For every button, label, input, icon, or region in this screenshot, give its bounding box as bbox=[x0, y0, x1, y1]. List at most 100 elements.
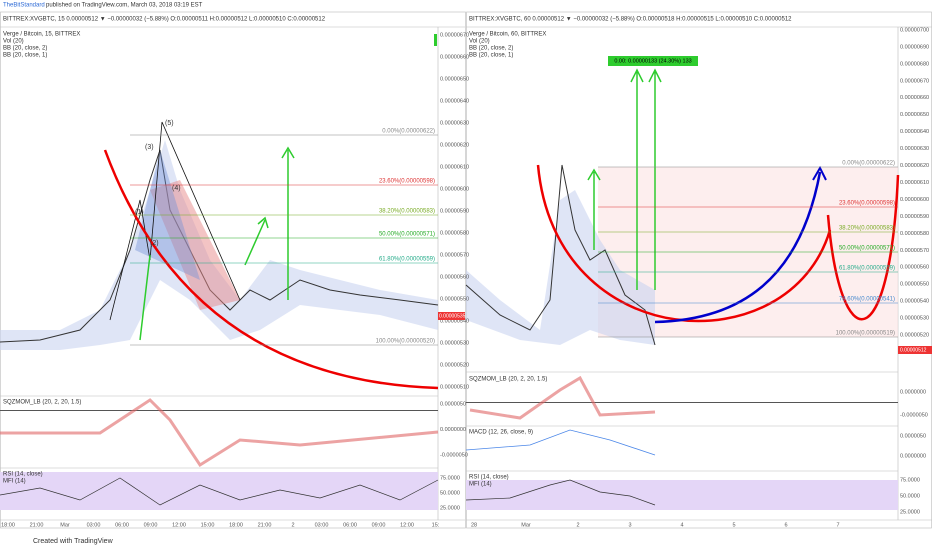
macd-label: 0.0000050 bbox=[900, 433, 926, 439]
price-label: 0.00000680 bbox=[900, 61, 929, 67]
price-label: 0.00000520 bbox=[900, 333, 929, 339]
time-label: 7 bbox=[836, 522, 839, 528]
fib-label: 61.80%(0.00000559) bbox=[839, 266, 895, 272]
wave-label: (1) bbox=[135, 209, 144, 216]
fib-label: 0.00%(0.00000622) bbox=[842, 161, 895, 167]
time-label: 21:00 bbox=[258, 522, 272, 528]
legend: Vol (20) bbox=[469, 39, 490, 45]
price-label: 0.00000550 bbox=[440, 296, 469, 302]
price-label: 0.00000690 bbox=[900, 44, 929, 50]
price-label: 0.00000560 bbox=[440, 274, 469, 280]
sqz-label: -0.0000050 bbox=[900, 412, 928, 418]
time-label: Mar bbox=[60, 522, 70, 528]
fib-label: 61.80%(0.00000559) bbox=[379, 257, 435, 263]
rsi-label: 50.0000 bbox=[900, 493, 920, 499]
price-label: 0.00000700 bbox=[900, 27, 929, 33]
price-label: 0.00000620 bbox=[440, 142, 469, 148]
rsi-legend: MFI (14) bbox=[469, 482, 492, 488]
price-label: 0.00000630 bbox=[440, 120, 469, 126]
fib-label: 100.00%(0.00000519) bbox=[836, 331, 895, 337]
rsi-legend: RSI (14, close) bbox=[3, 472, 43, 478]
price-label: 0.00000610 bbox=[440, 164, 469, 170]
time-label: 18:00 bbox=[229, 522, 243, 528]
rsi-label: 75.0000 bbox=[900, 477, 920, 483]
sqz-legend: SQZMOM_LB (20, 2, 20, 1.5) bbox=[3, 400, 81, 406]
price-label: 0.00000530 bbox=[900, 316, 929, 322]
header-text: published on TradingView.com, March 03, … bbox=[46, 3, 203, 9]
price-label: 0.00000650 bbox=[440, 76, 469, 82]
fib-label: 50.00%(0.00000571) bbox=[379, 232, 435, 238]
price-label: 0.00000610 bbox=[900, 180, 929, 186]
time-label: 12:00 bbox=[400, 522, 414, 528]
rsi-label: 75.0000 bbox=[440, 475, 460, 481]
wave-label: (2) bbox=[150, 240, 159, 247]
price-label: 0.00000600 bbox=[900, 197, 929, 203]
frames bbox=[0, 11, 932, 529]
time-label: 03:00 bbox=[315, 522, 329, 528]
legend: BB (20, close, 1) bbox=[3, 53, 47, 59]
price-tag-bg bbox=[898, 346, 932, 354]
time-label: 4 bbox=[680, 522, 683, 528]
fib-label: 0.00%(0.00000622) bbox=[382, 129, 435, 135]
time-label: 15: bbox=[432, 522, 440, 528]
legend: Verge / Bitcoin, 60, BITTREX bbox=[469, 32, 546, 38]
wave-label: (4) bbox=[172, 185, 181, 192]
price-label: 0.00000580 bbox=[440, 230, 469, 236]
price-label: 0.00000510 bbox=[440, 384, 469, 390]
price-label: 0.00000520 bbox=[440, 362, 469, 368]
rsi-label: 25.0000 bbox=[900, 509, 920, 515]
time-label: 5 bbox=[732, 522, 735, 528]
price-label: 0.00000550 bbox=[900, 282, 929, 288]
price-label: 0.00000620 bbox=[900, 163, 929, 169]
price-label: 0.00000570 bbox=[900, 248, 929, 254]
rsi-label: 25.0000 bbox=[440, 505, 460, 511]
fib-label: 38.20%(0.00000583) bbox=[379, 209, 435, 215]
price-label: 0.00000570 bbox=[440, 252, 469, 258]
time-label: 15:00 bbox=[201, 522, 215, 528]
sqz-label: 0.0000050 bbox=[440, 401, 466, 407]
time-label: 18:00 bbox=[1, 522, 15, 528]
price-tag: 0.00000512 bbox=[900, 347, 927, 353]
fib-label: 50.00%(0.00000571) bbox=[839, 246, 895, 252]
fib-label: 78.60%(0.00000541) bbox=[839, 297, 895, 303]
price-label: 0.00000640 bbox=[900, 129, 929, 135]
price-label: 0.00000590 bbox=[900, 214, 929, 220]
time-label: 21:00 bbox=[30, 522, 44, 528]
price-label: 0.00000530 bbox=[440, 340, 469, 346]
time-label: 06:00 bbox=[115, 522, 129, 528]
fib-label: 38.20%(0.00000583) bbox=[839, 226, 895, 232]
symbol: BITTREX:XVGBTC, 60 0.00000512 ▼ −0.00000… bbox=[469, 17, 792, 23]
time-label: 2 bbox=[576, 522, 579, 528]
legend: BB (20, close, 2) bbox=[3, 46, 47, 52]
price-label: 0.00000630 bbox=[900, 146, 929, 152]
fib-label: 23.60%(0.00000598) bbox=[379, 179, 435, 185]
price-label: 0.00000670 bbox=[900, 78, 929, 84]
time-label: 3 bbox=[628, 522, 631, 528]
rsi-label: 50.0000 bbox=[440, 490, 460, 496]
time-label: 03:00 bbox=[87, 522, 101, 528]
legend: BB (20, close, 1) bbox=[469, 53, 513, 59]
wave-label: (3) bbox=[145, 144, 154, 151]
macd-label: 0.0000000 bbox=[900, 453, 926, 459]
sqz-label: 0.0000000 bbox=[900, 389, 926, 395]
time-label: 2 bbox=[291, 522, 294, 528]
time-label: 12:00 bbox=[172, 522, 186, 528]
macd-legend: MACD (12, 26, close, 9) bbox=[469, 430, 533, 436]
time-label: 06:00 bbox=[343, 522, 357, 528]
time-label: 09:00 bbox=[372, 522, 386, 528]
fib-label: 23.60%(0.00000598) bbox=[839, 201, 895, 207]
measure-label: 0.00: 0.00000133 (24.30%) 133 bbox=[614, 58, 691, 64]
rsi-legend: MFI (14) bbox=[3, 479, 26, 485]
sqz-label: 0.0000000 bbox=[440, 427, 466, 433]
price-label: 0.00000590 bbox=[440, 208, 469, 214]
price-label: 0.00000580 bbox=[900, 231, 929, 237]
symbol: BITTREX:XVGBTC, 15 0.00000512 ▼ −0.00000… bbox=[3, 17, 326, 23]
wave-label: (5) bbox=[165, 120, 174, 127]
author: TheBitStandard bbox=[3, 3, 45, 9]
time-label: 28 bbox=[471, 522, 477, 528]
price-tag-bg bbox=[438, 312, 465, 320]
price-label: 0.00000660 bbox=[900, 95, 929, 101]
price-label: 0.00000640 bbox=[440, 98, 469, 104]
legend: Verge / Bitcoin, 15, BITTREX bbox=[3, 32, 80, 38]
